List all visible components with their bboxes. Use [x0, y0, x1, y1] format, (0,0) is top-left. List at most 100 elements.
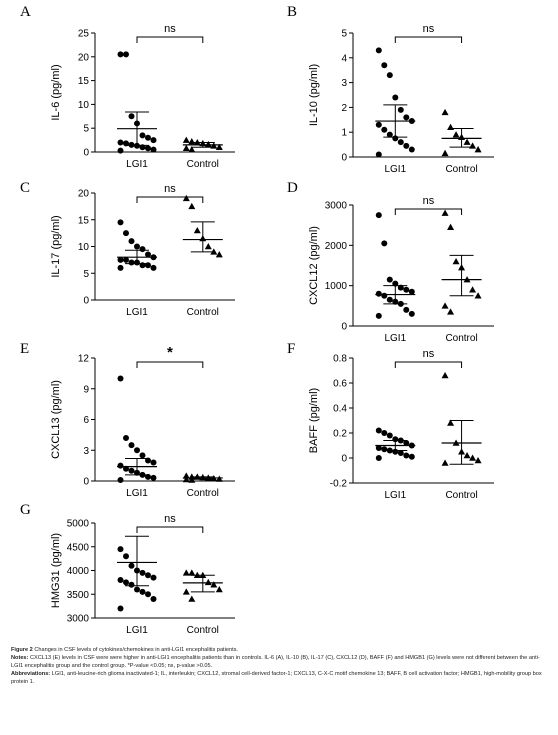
x-tick-label: Control [187, 625, 219, 636]
data-point [392, 448, 399, 455]
y-tick-label: 25 [78, 29, 90, 40]
data-point [375, 312, 382, 319]
y-tick-label: 3000 [325, 201, 348, 212]
data-point [134, 586, 140, 593]
data-point [117, 264, 124, 271]
data-point [145, 262, 151, 269]
y-tick-label: 0 [83, 148, 89, 159]
data-point [452, 257, 460, 265]
data-point [375, 151, 382, 158]
data-point [408, 453, 415, 460]
data-point [128, 141, 135, 148]
data-point [182, 475, 190, 483]
significance-label: ns [423, 348, 435, 360]
x-tick-label: Control [445, 333, 477, 344]
y-tick-label: 5 [341, 29, 347, 40]
data-point [134, 259, 140, 266]
data-point [375, 290, 382, 297]
data-point [204, 474, 212, 481]
panel-letter: G [20, 502, 31, 518]
data-point [199, 473, 207, 481]
data-point [375, 121, 382, 128]
significance-bracket [136, 361, 204, 368]
panel-b: B 0 1 2 3 4 5 IL-10 (pg/ml) LGI1 Control ns [287, 4, 494, 175]
data-point [117, 375, 124, 382]
x-tick-label: Control [187, 488, 219, 499]
x-tick-label: LGI1 [384, 333, 406, 344]
figure-caption: Figure 2 Changes in CSF levels of cytoki… [11, 646, 547, 686]
data-point [210, 581, 218, 588]
data-point [139, 569, 146, 576]
data-point [117, 577, 124, 583]
y-tick-label: 10 [78, 100, 90, 111]
data-point [123, 230, 129, 237]
y-tick-label: 4000 [67, 566, 90, 577]
data-point [123, 579, 129, 586]
y-tick-label: 4 [341, 53, 347, 64]
data-point [210, 474, 218, 482]
caption-title-line: Figure 2 Changes in CSF levels of cytoki… [11, 646, 547, 654]
y-tick-label: 3 [83, 446, 89, 457]
y-tick-label: 0 [341, 153, 347, 164]
data-point [182, 136, 190, 143]
data-point [188, 202, 196, 210]
data-point [150, 254, 157, 261]
x-tick-label: Control [187, 307, 219, 318]
y-tick-label: 4500 [67, 542, 90, 553]
data-point [139, 144, 146, 151]
data-point [150, 137, 157, 144]
y-axis-label: CXCL12 (pg/ml) [308, 226, 320, 305]
significance-bracket [394, 36, 463, 43]
data-point [397, 300, 404, 307]
data-point [193, 571, 201, 579]
data-point [117, 256, 124, 263]
y-tick-label: 0 [341, 322, 347, 333]
data-point [381, 240, 388, 247]
x-tick-label: Control [187, 159, 219, 170]
data-point [188, 146, 196, 153]
data-point [469, 454, 477, 461]
data-point [134, 243, 140, 250]
y-tick-label: 5 [83, 269, 89, 280]
caption-title: Changes in CSF levels of cytokines/chemo… [34, 647, 238, 653]
y-tick-label: 0.4 [333, 404, 347, 415]
data-point [397, 450, 404, 456]
y-axis-label: HMG31 (pg/ml) [50, 533, 62, 608]
data-point [474, 146, 482, 153]
panel-d: D 0 1000 2000 3000 CXCL12 (pg/ml) LGI1 Control n… [287, 180, 494, 344]
x-tick-label: LGI1 [126, 625, 148, 636]
data-point [117, 219, 124, 226]
data-point [139, 588, 146, 595]
data-point [188, 476, 196, 483]
data-point [199, 139, 207, 147]
significance-label: ns [164, 183, 176, 195]
x-tick-label: Control [445, 490, 477, 501]
data-point [215, 475, 223, 482]
data-point [193, 138, 201, 146]
data-point [403, 440, 410, 446]
data-point [452, 439, 460, 446]
significance-label: ns [164, 513, 176, 525]
data-point [397, 106, 404, 113]
y-tick-label: 20 [78, 52, 90, 63]
y-tick-label: 0 [341, 454, 347, 465]
data-point [408, 118, 415, 125]
data-point [145, 473, 151, 480]
data-point [123, 256, 129, 263]
data-point [392, 298, 399, 305]
data-point [215, 586, 223, 593]
data-point [188, 595, 196, 602]
data-point [193, 226, 201, 234]
data-point [397, 139, 404, 146]
data-point [397, 437, 404, 444]
data-point [182, 194, 190, 202]
data-point [128, 562, 135, 569]
y-tick-label: 6 [83, 415, 89, 426]
data-point [375, 47, 382, 54]
significance-bracket [136, 36, 204, 43]
data-point [150, 574, 157, 581]
y-tick-label: 2 [341, 103, 347, 114]
x-tick-label: LGI1 [126, 159, 148, 170]
y-tick-label: 10 [78, 242, 90, 253]
data-point [145, 572, 151, 579]
